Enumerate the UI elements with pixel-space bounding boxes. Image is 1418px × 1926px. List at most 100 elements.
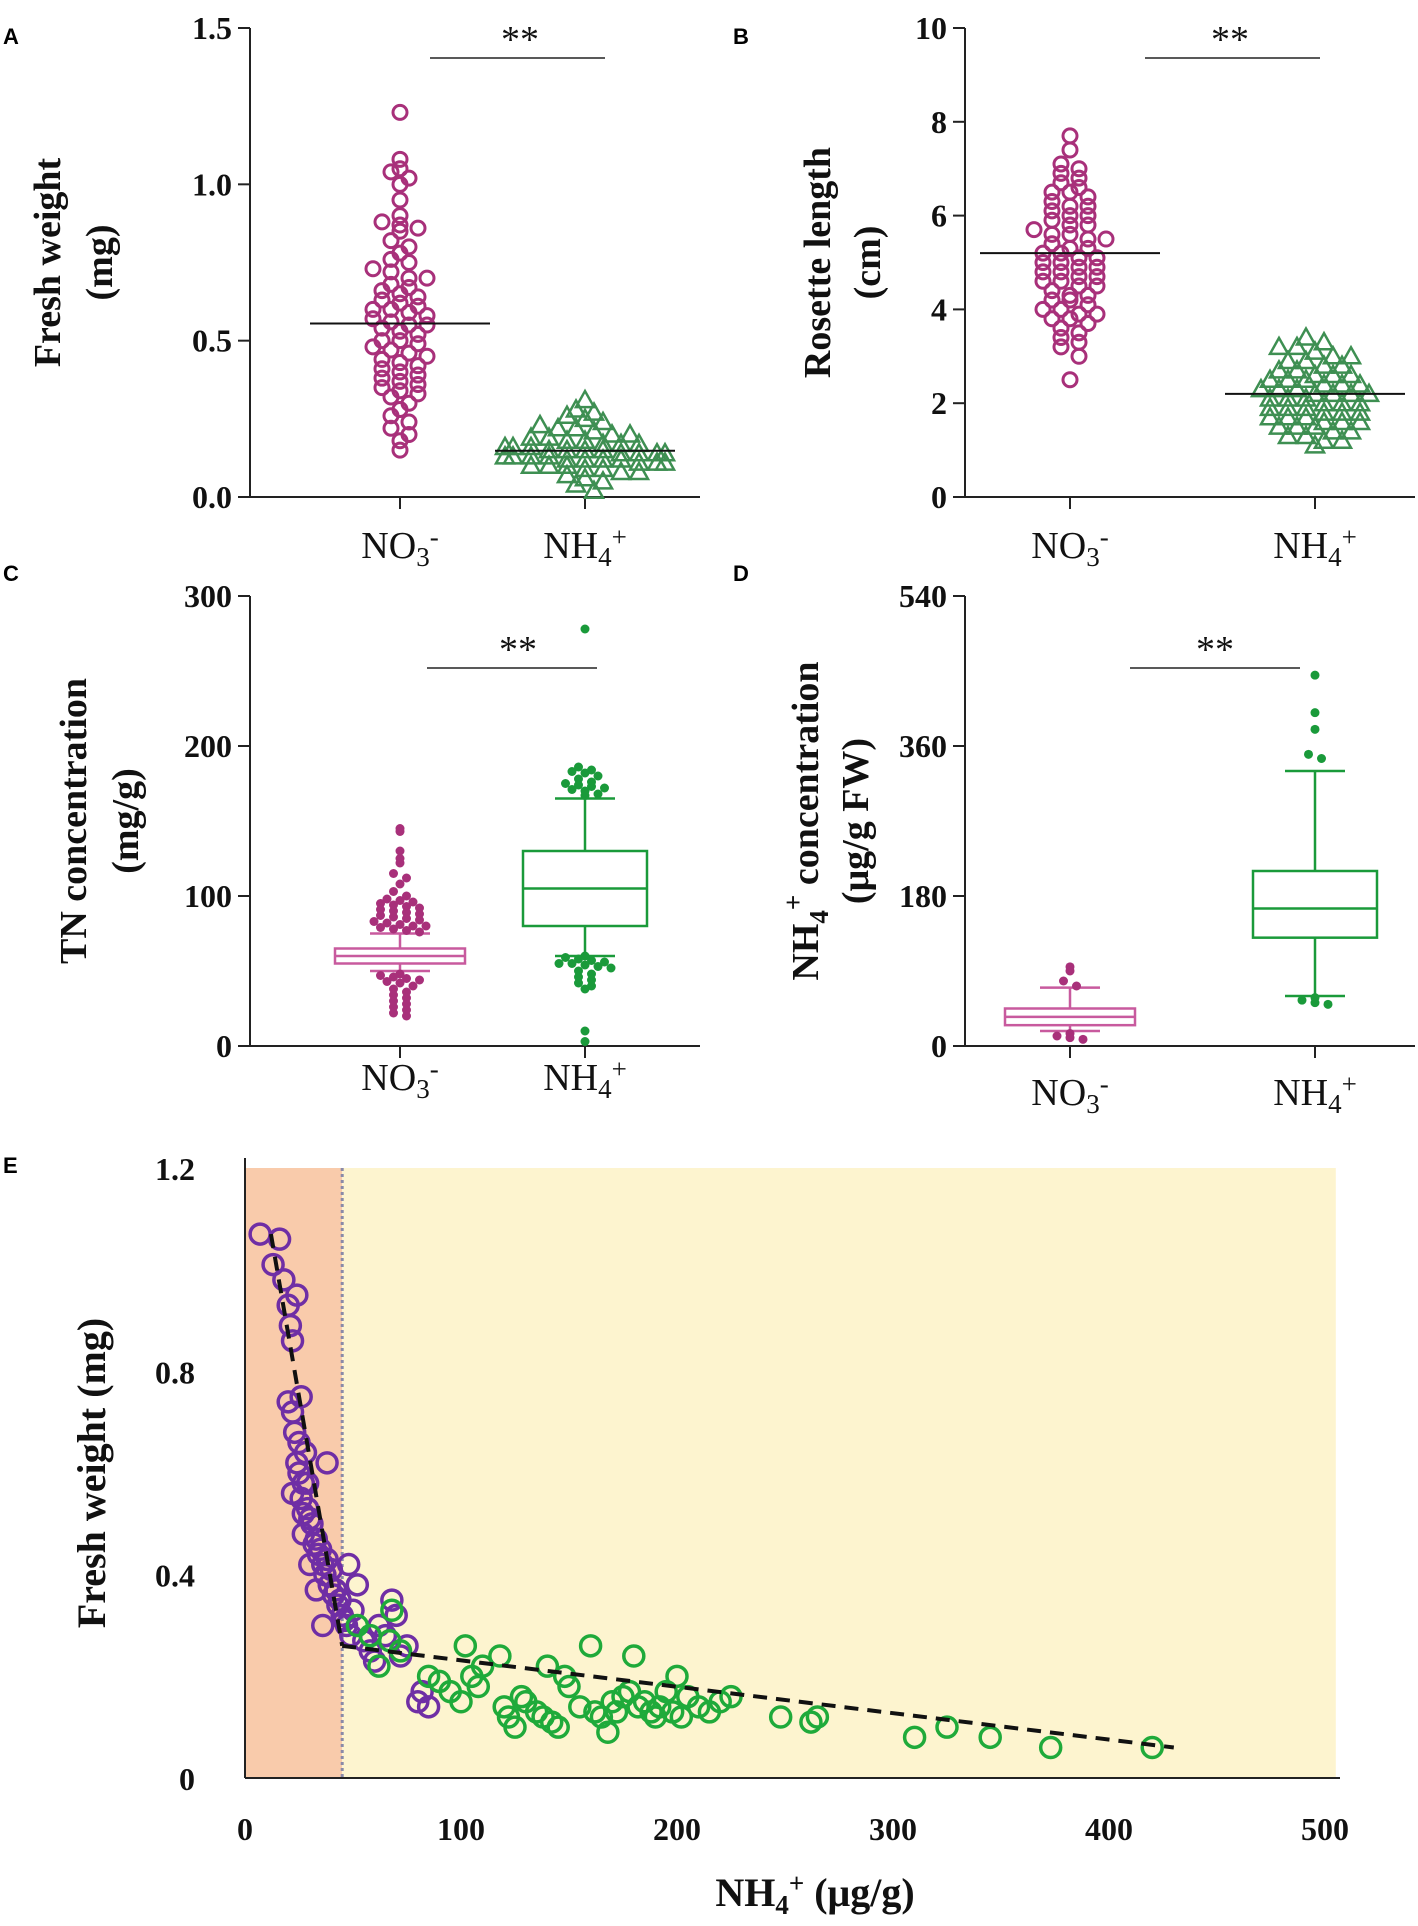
panel-c-outlier-point: [389, 869, 398, 878]
panel-e-point-green: [902, 1725, 927, 1750]
panel-b-point-nitrate: [1043, 235, 1061, 253]
panel-b-point-nitrate: [1070, 249, 1088, 267]
panel-b-point-ammonium: [1330, 372, 1354, 393]
panel-e-point-purple: [373, 1623, 398, 1648]
panel-e-point-green: [719, 1684, 743, 1709]
panel-e-point-purple: [341, 1598, 365, 1622]
panel-a-point-nitrate: [391, 354, 409, 372]
ylabel-superscript: +: [778, 895, 808, 910]
panel-a-point-ammonium: [555, 429, 579, 449]
panel-a-point-ammonium: [609, 447, 633, 468]
panel-e-x-tick-label: 200: [653, 1811, 701, 1847]
ylabel-base: NH: [785, 924, 827, 981]
panel-a-point-nitrate: [382, 163, 400, 181]
panel-e-point-purple: [311, 1613, 335, 1638]
panel-a-point-ammonium: [609, 441, 633, 462]
panel-b-point-nitrate: [1034, 254, 1052, 271]
panel-b-point-nitrate: [1088, 249, 1106, 267]
panel-b-point-ammonium: [1267, 358, 1291, 379]
panel-e-point-green: [799, 1710, 823, 1734]
panel-c-outlier-point: [554, 959, 564, 968]
panel-e-point-purple: [304, 1578, 329, 1602]
panel-d-outlier-point: [1310, 724, 1320, 734]
panel-a-point-ammonium: [537, 426, 561, 446]
panel-b-point-nitrate: [1034, 272, 1052, 290]
panel-c-outlier-point: [402, 873, 411, 883]
panel-a-point-ammonium: [653, 441, 677, 462]
panel-e-x-tick-label: 300: [869, 1811, 917, 1847]
panel-a-significance-label: **: [501, 19, 539, 61]
panel-e-y-axis-label: Fresh weight (mg): [69, 1318, 114, 1628]
panel-a-point-ammonium: [573, 466, 597, 487]
panel-b-point-nitrate: [1061, 141, 1079, 159]
panel-b-point-nitrate: [1070, 324, 1088, 342]
panel-b-point-nitrate: [1052, 272, 1070, 290]
panel-a-y-tick-label: 1.0: [192, 166, 232, 202]
panel-c-outlier-point: [395, 978, 405, 988]
panel-a-point-nitrate: [391, 160, 409, 178]
panel-d-outlier-point: [1072, 981, 1081, 991]
panel-e-fresh-weight-vs-nh4: 0 0.4 0.8 1.2 0 100 200 300 400 500 Fresh weight (…: [69, 1151, 1349, 1920]
panel-b-point-nitrate: [1034, 263, 1052, 281]
panel-a-point-ammonium: [591, 410, 615, 431]
panel-e-point-purple: [345, 1573, 370, 1597]
panel-e-fit-line-shallow: [341, 1643, 1175, 1750]
panel-c-outlier-point: [561, 779, 570, 788]
xlabel-superscript: +: [789, 1868, 804, 1898]
panel-e-point-purple: [380, 1588, 404, 1612]
panel-c-outlier-point: [369, 917, 379, 926]
panel-b-point-nitrate: [1043, 193, 1061, 211]
panel-c-outlier-point: [580, 1037, 590, 1046]
panel-a-point-nitrate: [400, 344, 418, 362]
panel-a-point-ammonium: [573, 407, 597, 428]
panel-b-point-nitrate: [1052, 164, 1070, 182]
panel-c-outlier-point: [567, 959, 577, 968]
panel-b-point-nitrate: [1070, 347, 1088, 365]
panel-a-point-nitrate: [391, 222, 409, 240]
panel-e-point-purple: [336, 1552, 361, 1577]
xlabel-unit: (μg/g): [804, 1870, 914, 1915]
panel-a-point-ammonium: [519, 435, 543, 456]
panel-a-point-nitrate: [418, 316, 436, 334]
panel-e-point-green: [367, 1654, 391, 1678]
panel-b-point-nitrate: [1043, 183, 1061, 201]
ylabel-subscript: 4: [804, 910, 834, 924]
category-subscript: 4: [598, 542, 612, 572]
panel-b-point-nitrate: [1052, 329, 1070, 347]
panel-b-point-ammonium: [1330, 391, 1354, 412]
panel-a-point-ammonium: [582, 401, 606, 421]
panel-c-y-tick-label: 200: [184, 728, 232, 764]
panel-c-outlier-point: [415, 915, 424, 925]
panel-e-point-purple: [291, 1501, 316, 1526]
panel-e-point-purple: [285, 1283, 309, 1307]
panel-c-y-tick-label: 100: [184, 878, 232, 914]
panel-b-point-ammonium: [1312, 330, 1336, 351]
panel-b-point-nitrate: [1043, 282, 1061, 300]
panel-c-y-tick-label: 300: [184, 578, 232, 614]
panel-e-point-green: [503, 1715, 527, 1739]
panel-a-point-nitrate: [391, 175, 409, 193]
panel-b-point-ammonium: [1312, 429, 1336, 449]
panel-b-point-nitrate: [1052, 254, 1070, 271]
panel-a-point-ammonium: [591, 469, 615, 490]
panel-b-y-axis-label-line1: Rosette length: [797, 147, 839, 378]
panel-c-outlier-point: [593, 771, 603, 781]
panel-b-y-tick-label: 8: [931, 104, 947, 140]
panel-e-point-purple: [315, 1451, 339, 1475]
panel-b-point-nitrate: [1052, 300, 1070, 318]
panel-e-y-tick-label: 0: [179, 1761, 195, 1797]
panel-a-y-tick-label: 1.5: [192, 10, 232, 46]
panel-a-point-ammonium: [573, 438, 597, 459]
panel-c-category-label: NO3-: [361, 1054, 438, 1104]
panel-c-outlier-point: [376, 971, 385, 980]
panel-a-point-ammonium: [564, 472, 588, 493]
category-superscript: +: [1342, 1069, 1357, 1099]
panel-a-point-nitrate: [391, 372, 409, 390]
panel-a-point-ammonium: [519, 444, 543, 465]
panel-e-x-tick-label: 0: [237, 1811, 253, 1847]
panel-b-point-nitrate: [1061, 216, 1079, 234]
category-base: NH: [543, 1057, 598, 1099]
category-base: NO: [361, 1057, 416, 1099]
